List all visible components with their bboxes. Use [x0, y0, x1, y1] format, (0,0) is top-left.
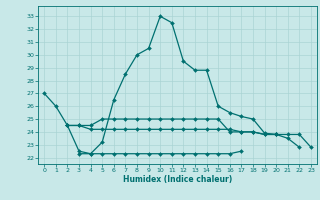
X-axis label: Humidex (Indice chaleur): Humidex (Indice chaleur)	[123, 175, 232, 184]
